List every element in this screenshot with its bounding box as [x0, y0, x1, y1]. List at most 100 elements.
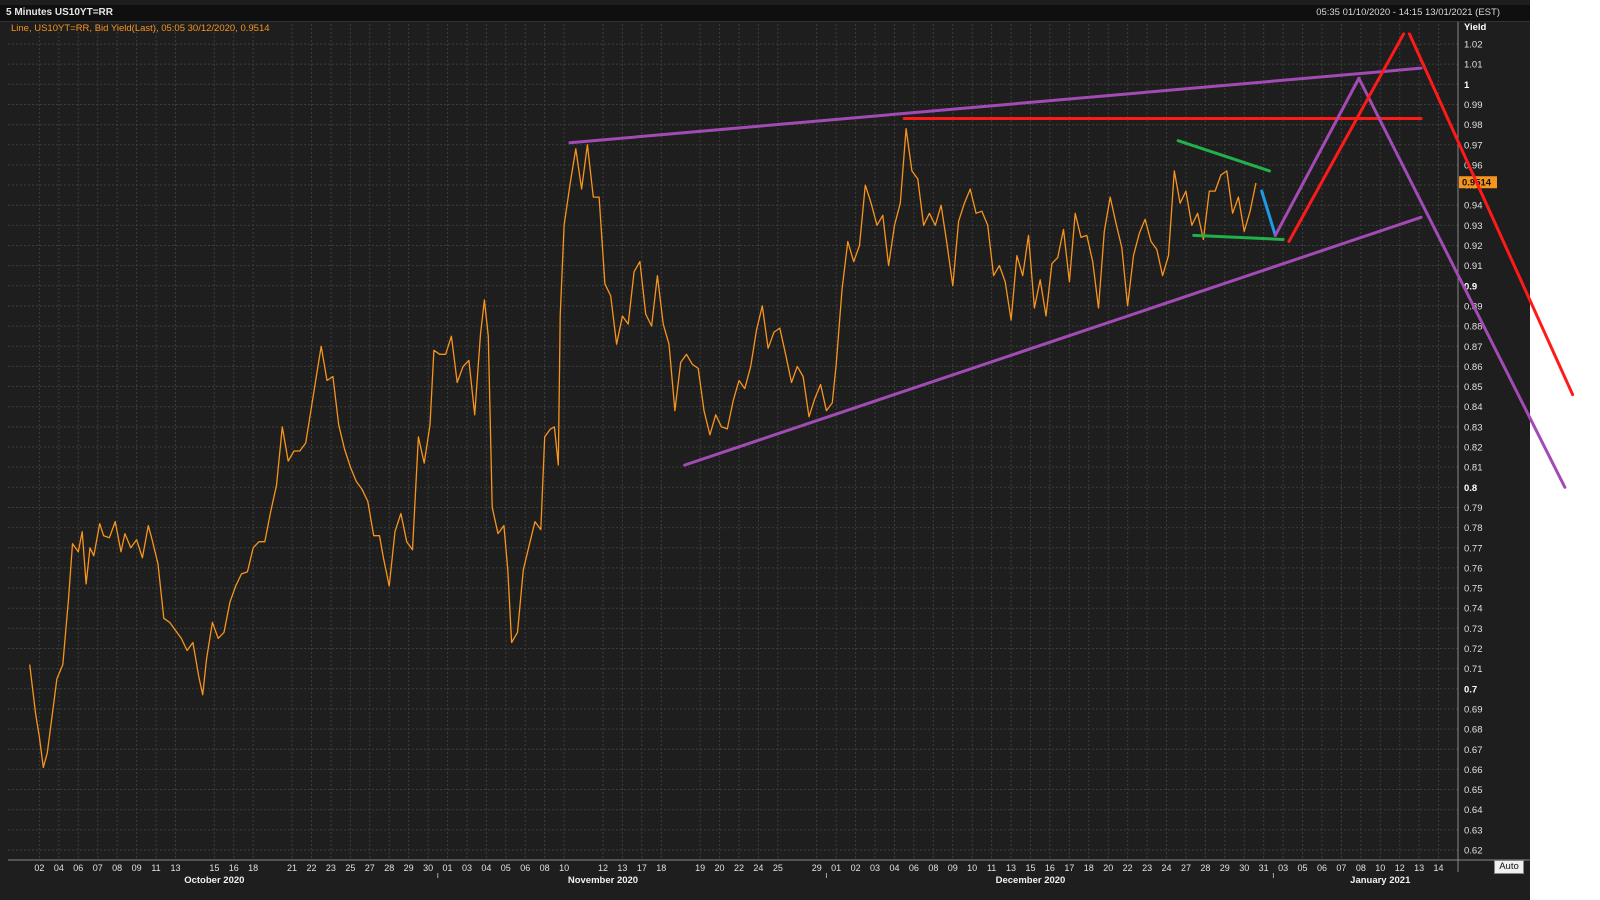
projected-fall-purple [1357, 76, 1567, 489]
x-day-label: 22 [1123, 863, 1133, 873]
x-day-label: 29 [1220, 863, 1230, 873]
y-tick-label: 0.7 [1464, 684, 1477, 695]
x-day-label: 01 [443, 863, 453, 873]
x-day-label: 29 [812, 863, 822, 873]
x-day-label: 10 [559, 863, 569, 873]
y-tick-label: 0.98 [1464, 120, 1483, 131]
x-day-label: 03 [462, 863, 472, 873]
x-day-label: 22 [734, 863, 744, 873]
x-day-label: 02 [34, 863, 44, 873]
x-day-label: 12 [1395, 863, 1405, 873]
x-day-label: 30 [1239, 863, 1249, 873]
auto-scale-button[interactable]: Auto [1494, 860, 1524, 874]
y-tick-label: 0.75 [1464, 584, 1483, 595]
projected-fall-red [1407, 32, 1575, 397]
x-day-label: 18 [1084, 863, 1094, 873]
y-tick-label: 0.92 [1464, 241, 1483, 252]
y-tick-label: 0.72 [1464, 644, 1483, 655]
x-day-label: 20 [715, 863, 725, 873]
x-day-label: 17 [637, 863, 647, 873]
y-tick-label: 0.71 [1464, 664, 1483, 675]
x-day-label: 06 [1317, 863, 1327, 873]
x-day-label: 10 [1375, 863, 1385, 873]
x-day-label: 03 [1278, 863, 1288, 873]
x-day-label: 03 [870, 863, 880, 873]
y-tick-label: 0.79 [1464, 503, 1483, 514]
y-tick-label: 0.87 [1464, 342, 1483, 353]
x-day-label: 07 [93, 863, 103, 873]
x-day-label: 23 [326, 863, 336, 873]
x-month-label: October 2020 [184, 875, 244, 886]
x-day-label: 05 [501, 863, 511, 873]
x-day-label: 06 [520, 863, 530, 873]
upper-trendline [568, 66, 1423, 145]
x-day-label: 12 [598, 863, 608, 873]
y-tick-label: 0.8 [1464, 483, 1477, 494]
y-axis-title: Yield [1464, 22, 1487, 33]
x-day-label: 13 [170, 863, 180, 873]
x-day-label: 11 [151, 863, 160, 873]
x-day-label: 14 [1434, 863, 1444, 873]
x-day-label: 16 [229, 863, 239, 873]
x-month-label: November 2020 [568, 875, 638, 886]
y-tick-label: 0.97 [1464, 140, 1483, 151]
y-tick-label: 0.77 [1464, 543, 1483, 554]
x-day-label: 11 [987, 863, 996, 873]
x-day-label: 09 [132, 863, 142, 873]
x-day-label: 04 [481, 863, 491, 873]
y-tick-label: 0.68 [1464, 725, 1483, 736]
x-day-label: 21 [287, 863, 297, 873]
y-tick-label: 0.82 [1464, 443, 1483, 454]
x-day-label: 30 [423, 863, 433, 873]
x-day-label: 06 [909, 863, 919, 873]
y-tick-label: 0.81 [1464, 463, 1483, 474]
x-day-label: 20 [1103, 863, 1113, 873]
x-day-label: 27 [1181, 863, 1191, 873]
time-range-label: 05:35 01/10/2020 - 14:15 13/01/2021 (EST… [1316, 7, 1500, 18]
plot-area [8, 24, 1458, 860]
x-day-label: 25 [773, 863, 783, 873]
x-day-label: 22 [306, 863, 316, 873]
y-tick-label: 0.63 [1464, 825, 1483, 836]
x-day-label: 28 [1200, 863, 1210, 873]
x-day-label: 24 [1162, 863, 1172, 873]
y-tick-label: 0.93 [1464, 221, 1483, 232]
x-day-label: 13 [1006, 863, 1016, 873]
x-day-label: 04 [54, 863, 64, 873]
x-day-label: 13 [1414, 863, 1424, 873]
y-tick-label: 0.65 [1464, 785, 1483, 796]
y-tick-label: 0.86 [1464, 362, 1483, 373]
x-day-label: 16 [1045, 863, 1055, 873]
x-day-label: 02 [851, 863, 861, 873]
y-tick-label: 0.91 [1464, 261, 1483, 272]
y-tick-label: 0.88 [1464, 322, 1483, 333]
x-month-label: December 2020 [996, 875, 1066, 886]
y-tick-label: 0.99 [1464, 100, 1483, 111]
y-tick-label: 0.94 [1464, 201, 1483, 212]
wedge-bottom-line [1192, 233, 1285, 241]
projected-dip-line [1260, 189, 1277, 237]
x-day-label: 27 [365, 863, 375, 873]
x-day-label: 25 [345, 863, 355, 873]
x-day-label: 08 [1356, 863, 1366, 873]
x-day-label: 29 [404, 863, 414, 873]
y-tick-label: 0.76 [1464, 563, 1483, 574]
y-tick-label: 0.73 [1464, 624, 1483, 635]
x-day-label: 06 [73, 863, 83, 873]
x-day-label: 05 [1298, 863, 1308, 873]
x-day-label: 09 [948, 863, 958, 873]
x-day-label: 15 [1025, 863, 1035, 873]
x-day-label: 17 [1064, 863, 1074, 873]
chart-title-bar: 5 Minutes US10YT=RR 05:35 01/10/2020 - 1… [0, 5, 1530, 22]
y-tick-label: 0.74 [1464, 604, 1483, 615]
y-tick-label: 1 [1464, 80, 1470, 91]
y-tick-label: 0.69 [1464, 704, 1483, 715]
projected-rise-purple [1273, 76, 1361, 237]
yield-line [29, 127, 1257, 769]
x-day-label: 18 [656, 863, 666, 873]
x-day-label: 08 [540, 863, 550, 873]
x-day-label: 01 [831, 863, 841, 873]
y-tick-label: 0.96 [1464, 160, 1483, 171]
x-month-label: January 2021 [1350, 875, 1411, 886]
